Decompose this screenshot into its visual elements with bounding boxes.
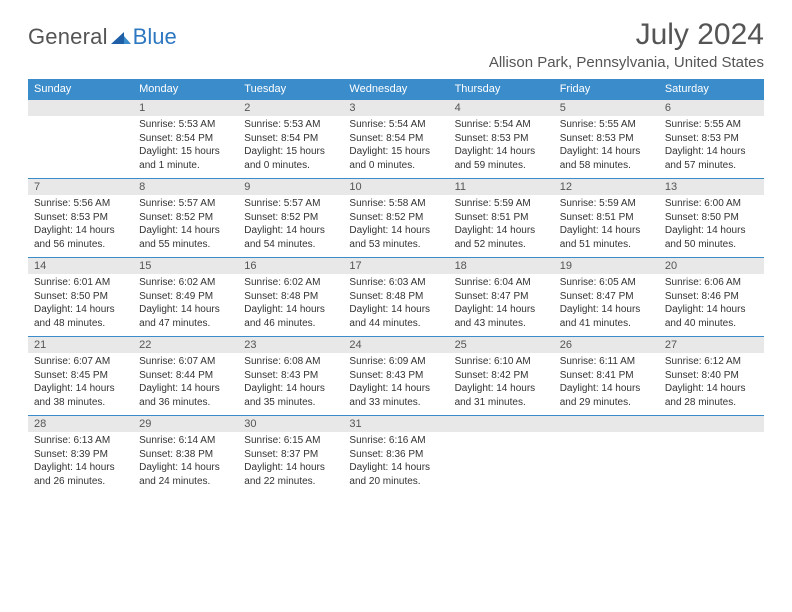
day-cell: Sunrise: 6:02 AMSunset: 8:48 PMDaylight:… [238, 274, 343, 337]
day-cell [659, 432, 764, 494]
daynum: 5 [554, 100, 659, 117]
calendar-page: General Blue July 2024 Allison Park, Pen… [0, 0, 792, 504]
daynum: 14 [28, 258, 133, 275]
day-cell: Sunrise: 6:13 AMSunset: 8:39 PMDaylight:… [28, 432, 133, 494]
daynum: 22 [133, 337, 238, 354]
day-cell: Sunrise: 5:55 AMSunset: 8:53 PMDaylight:… [554, 116, 659, 179]
day-cell: Sunrise: 6:04 AMSunset: 8:47 PMDaylight:… [449, 274, 554, 337]
daynum: 8 [133, 179, 238, 196]
dow-tue: Tuesday [238, 79, 343, 100]
week-2-details: Sunrise: 6:01 AMSunset: 8:50 PMDaylight:… [28, 274, 764, 337]
daynum: 9 [238, 179, 343, 196]
week-2-nums: 14 15 16 17 18 19 20 [28, 258, 764, 275]
day-cell: Sunrise: 5:59 AMSunset: 8:51 PMDaylight:… [449, 195, 554, 258]
daynum: 15 [133, 258, 238, 275]
daynum: 11 [449, 179, 554, 196]
day-cell: Sunrise: 5:54 AMSunset: 8:54 PMDaylight:… [343, 116, 448, 179]
daynum: 24 [343, 337, 448, 354]
day-cell: Sunrise: 6:11 AMSunset: 8:41 PMDaylight:… [554, 353, 659, 416]
daynum: 7 [28, 179, 133, 196]
header: General Blue July 2024 Allison Park, Pen… [28, 18, 764, 71]
day-cell: Sunrise: 6:16 AMSunset: 8:36 PMDaylight:… [343, 432, 448, 494]
day-cell: Sunrise: 6:00 AMSunset: 8:50 PMDaylight:… [659, 195, 764, 258]
week-3-details: Sunrise: 6:07 AMSunset: 8:45 PMDaylight:… [28, 353, 764, 416]
daynum: 28 [28, 416, 133, 433]
day-cell: Sunrise: 6:02 AMSunset: 8:49 PMDaylight:… [133, 274, 238, 337]
day-cell [554, 432, 659, 494]
day-cell: Sunrise: 5:59 AMSunset: 8:51 PMDaylight:… [554, 195, 659, 258]
day-cell: Sunrise: 5:56 AMSunset: 8:53 PMDaylight:… [28, 195, 133, 258]
day-cell: Sunrise: 6:14 AMSunset: 8:38 PMDaylight:… [133, 432, 238, 494]
daynum: 2 [238, 100, 343, 117]
week-4-nums: 28 29 30 31 [28, 416, 764, 433]
daynum: 1 [133, 100, 238, 117]
day-cell: Sunrise: 6:01 AMSunset: 8:50 PMDaylight:… [28, 274, 133, 337]
day-cell: Sunrise: 5:53 AMSunset: 8:54 PMDaylight:… [238, 116, 343, 179]
daynum: 12 [554, 179, 659, 196]
daynum: 3 [343, 100, 448, 117]
daynum: 6 [659, 100, 764, 117]
day-cell: Sunrise: 5:57 AMSunset: 8:52 PMDaylight:… [133, 195, 238, 258]
week-0-nums: 1 2 3 4 5 6 [28, 100, 764, 117]
daynum: 21 [28, 337, 133, 354]
dow-sat: Saturday [659, 79, 764, 100]
page-subtitle: Allison Park, Pennsylvania, United State… [489, 54, 764, 71]
daynum: 29 [133, 416, 238, 433]
daynum: 10 [343, 179, 448, 196]
daynum [554, 416, 659, 433]
daynum: 13 [659, 179, 764, 196]
daynum: 30 [238, 416, 343, 433]
day-cell: Sunrise: 6:05 AMSunset: 8:47 PMDaylight:… [554, 274, 659, 337]
daynum: 27 [659, 337, 764, 354]
day-cell: Sunrise: 5:53 AMSunset: 8:54 PMDaylight:… [133, 116, 238, 179]
day-cell: Sunrise: 5:54 AMSunset: 8:53 PMDaylight:… [449, 116, 554, 179]
day-cell: Sunrise: 6:07 AMSunset: 8:45 PMDaylight:… [28, 353, 133, 416]
daynum: 17 [343, 258, 448, 275]
dow-thu: Thursday [449, 79, 554, 100]
dow-wed: Wednesday [343, 79, 448, 100]
daynum: 23 [238, 337, 343, 354]
daynum: 25 [449, 337, 554, 354]
day-cell: Sunrise: 6:10 AMSunset: 8:42 PMDaylight:… [449, 353, 554, 416]
day-cell: Sunrise: 5:55 AMSunset: 8:53 PMDaylight:… [659, 116, 764, 179]
dow-fri: Friday [554, 79, 659, 100]
logo-word2: Blue [133, 24, 177, 50]
day-cell: Sunrise: 6:08 AMSunset: 8:43 PMDaylight:… [238, 353, 343, 416]
logo-word1: General [28, 24, 108, 50]
logo-sail-icon [111, 26, 131, 52]
daynum: 19 [554, 258, 659, 275]
daynum: 31 [343, 416, 448, 433]
day-cell: Sunrise: 5:57 AMSunset: 8:52 PMDaylight:… [238, 195, 343, 258]
day-cell: Sunrise: 5:58 AMSunset: 8:52 PMDaylight:… [343, 195, 448, 258]
dow-mon: Monday [133, 79, 238, 100]
day-cell: Sunrise: 6:12 AMSunset: 8:40 PMDaylight:… [659, 353, 764, 416]
day-cell: Sunrise: 6:07 AMSunset: 8:44 PMDaylight:… [133, 353, 238, 416]
day-cell: Sunrise: 6:09 AMSunset: 8:43 PMDaylight:… [343, 353, 448, 416]
dow-row: Sunday Monday Tuesday Wednesday Thursday… [28, 79, 764, 100]
week-0-details: Sunrise: 5:53 AMSunset: 8:54 PMDaylight:… [28, 116, 764, 179]
week-4-details: Sunrise: 6:13 AMSunset: 8:39 PMDaylight:… [28, 432, 764, 494]
daynum: 20 [659, 258, 764, 275]
page-title: July 2024 [489, 18, 764, 52]
day-cell [28, 116, 133, 179]
day-cell: Sunrise: 6:06 AMSunset: 8:46 PMDaylight:… [659, 274, 764, 337]
week-1-details: Sunrise: 5:56 AMSunset: 8:53 PMDaylight:… [28, 195, 764, 258]
calendar-table: Sunday Monday Tuesday Wednesday Thursday… [28, 79, 764, 494]
daynum: 26 [554, 337, 659, 354]
daynum [659, 416, 764, 433]
daynum: 16 [238, 258, 343, 275]
day-cell: Sunrise: 6:15 AMSunset: 8:37 PMDaylight:… [238, 432, 343, 494]
day-cell: Sunrise: 6:03 AMSunset: 8:48 PMDaylight:… [343, 274, 448, 337]
day-cell [449, 432, 554, 494]
logo: General Blue [28, 18, 177, 50]
daynum: 18 [449, 258, 554, 275]
title-block: July 2024 Allison Park, Pennsylvania, Un… [489, 18, 764, 71]
week-3-nums: 21 22 23 24 25 26 27 [28, 337, 764, 354]
dow-sun: Sunday [28, 79, 133, 100]
daynum [28, 100, 133, 117]
week-1-nums: 7 8 9 10 11 12 13 [28, 179, 764, 196]
daynum [449, 416, 554, 433]
daynum: 4 [449, 100, 554, 117]
